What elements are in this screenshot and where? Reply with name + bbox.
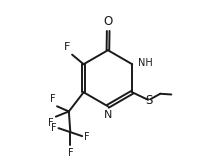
Text: F: F (64, 42, 70, 52)
Text: NH: NH (138, 58, 153, 68)
Text: O: O (104, 15, 113, 28)
Text: F: F (49, 118, 54, 128)
Text: F: F (84, 132, 89, 142)
Text: F: F (68, 148, 73, 158)
Text: S: S (145, 94, 153, 107)
Text: F: F (51, 123, 57, 133)
Text: N: N (104, 110, 112, 120)
Text: F: F (50, 94, 55, 104)
